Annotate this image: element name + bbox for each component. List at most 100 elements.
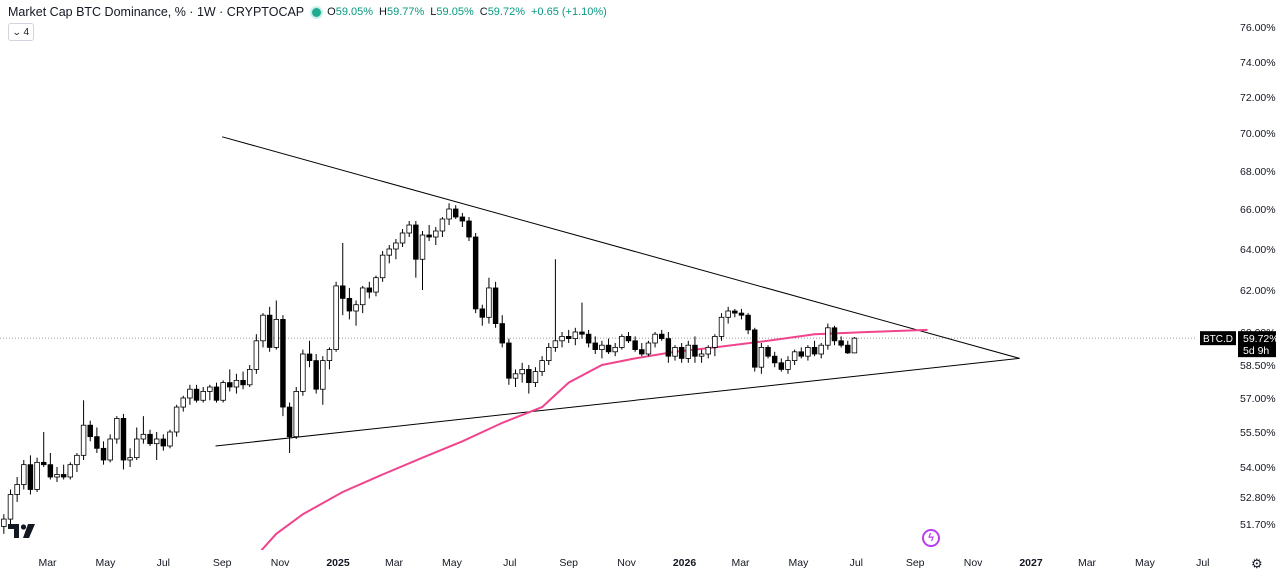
candle-body [94,436,100,449]
x-tick-label: Jul [850,557,863,569]
candle [492,281,499,328]
candle [486,277,492,324]
candle-body [406,224,412,234]
candle-body [612,346,618,353]
candle [379,251,386,282]
candle [340,243,346,316]
candle-body [672,346,678,357]
x-tick-label: Jul [503,557,516,569]
candle-body [486,287,492,318]
candle-body [293,390,299,438]
candle [14,477,20,502]
candle [326,347,333,370]
candle-body [306,353,313,361]
candle-body [67,464,74,478]
candle-body [54,474,60,478]
candle [738,308,745,320]
candle-body [472,236,479,310]
candle-body [34,461,40,490]
candle-body [698,353,705,357]
x-tick-label: Nov [964,557,983,569]
candle [413,221,419,278]
candle-body [532,371,539,384]
y-tick-label: 68.00% [1240,166,1276,178]
y-tick-label: 54.00% [1240,462,1276,474]
candle-body [47,464,54,478]
candle-body [220,382,226,401]
candle [167,429,173,449]
candle-body [433,230,439,238]
x-tick-label: 2027 [1019,557,1043,569]
candle [612,343,618,357]
candle [532,367,539,387]
ohlc-low: L59.05% [430,6,474,18]
candle-body [705,346,711,355]
candle [40,432,47,467]
candle [452,205,459,219]
candle [639,343,645,357]
candle-body [785,360,791,370]
moving-average-line [260,328,928,550]
candle-body [492,287,499,325]
candle [34,457,40,492]
lightning-icon[interactable]: ϟ [922,529,940,547]
candle-body [771,355,778,364]
y-tick-label: 76.00% [1240,22,1276,34]
candle [645,340,652,357]
candle [207,384,213,401]
candle-body [114,417,120,440]
candle [333,281,339,352]
candle [818,343,824,359]
candle [280,315,286,417]
candle [466,217,472,241]
candle-body [313,360,319,390]
x-tick-label: Nov [271,557,290,569]
candle-body [632,340,638,350]
candle-body [738,312,745,316]
candle [220,380,226,403]
candle [506,338,512,385]
candle-body [167,431,173,447]
candle [712,334,718,357]
candle-body [260,314,266,342]
candle [180,395,186,412]
candle [107,434,113,463]
candle [765,345,771,359]
candle [619,334,625,350]
tradingview-logo-icon[interactable] [8,522,38,540]
trendline-2 [215,357,1020,447]
candle-body [340,285,346,299]
candle [373,275,379,297]
candle-body [599,344,605,351]
candle-body [539,360,545,373]
candle [546,343,552,365]
candle-body [21,464,27,485]
plot-area [0,136,1196,550]
candle-body [353,304,359,312]
candle-body [526,368,532,383]
candle-body [838,340,844,346]
symbol-tag [1200,331,1236,346]
candle-body [831,327,838,342]
y-tick-label: 64.00% [1240,244,1276,256]
candle [433,227,439,245]
candle [665,332,672,363]
x-tick-label: May [95,557,116,569]
gear-icon[interactable]: ⚙ [1251,556,1263,571]
y-tick-label: 70.00% [1240,128,1276,140]
candle [346,287,353,320]
candle-body [712,335,718,348]
x-tick-label: May [442,557,463,569]
candle [273,300,280,350]
candle [652,332,658,348]
candle-body [512,373,519,379]
candle-body [685,344,692,359]
collapse-indicators-button[interactable]: ⌄ 4 [8,23,34,41]
candle [366,281,373,299]
candle [552,259,559,352]
trendline-1 [222,136,1020,359]
candle [266,306,273,352]
candle-body [805,346,811,357]
candle-body [579,331,585,335]
